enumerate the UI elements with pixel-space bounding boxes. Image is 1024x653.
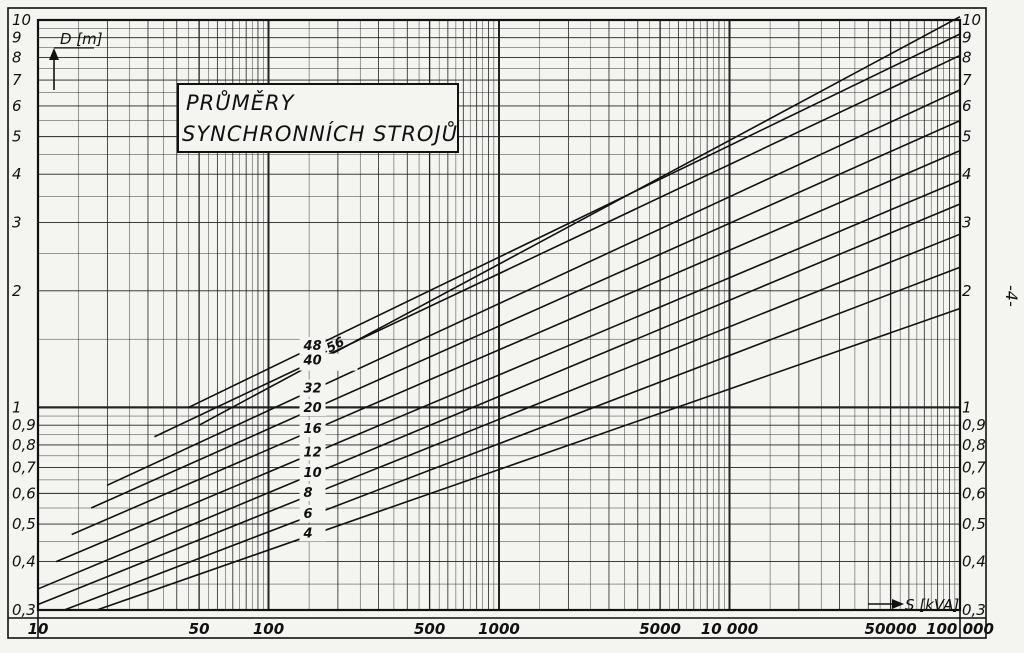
- curve-label: 32: [304, 382, 322, 397]
- curve-label: 10: [304, 466, 322, 481]
- x-tick-label: 50000: [865, 620, 917, 638]
- series-line-16: [71, 149, 961, 536]
- curve-label-mask: [299, 484, 326, 502]
- series-line-32: [107, 89, 961, 486]
- curve-label: 20: [304, 401, 322, 416]
- x-tick-label: 100 000: [926, 620, 994, 638]
- x-tick-label: 10 000: [701, 620, 758, 638]
- series-line-4: [96, 307, 961, 611]
- frame: [7, 7, 987, 639]
- curve-label-mask: [299, 524, 326, 542]
- y-tick-label-right: 6: [962, 97, 972, 115]
- x-tick-label: 500: [414, 620, 445, 638]
- curve-label-mask: [299, 443, 326, 461]
- y-tick-label-right: 9: [962, 29, 972, 47]
- curve-label: 4: [303, 527, 313, 542]
- y-axis-arrow-head: [49, 48, 59, 60]
- series-line-10: [37, 203, 961, 590]
- y-tick-label-right: 0,8: [962, 436, 986, 454]
- curve-label: 8: [304, 486, 313, 501]
- y-tick-label-right: 0,3: [962, 601, 986, 619]
- series-line-12: [55, 179, 961, 563]
- curve-label: 12: [304, 445, 322, 460]
- y-tick-label-right: 0,4: [962, 553, 986, 571]
- y-tick-label-right: 0,7: [962, 458, 986, 476]
- y-tick-label-right: 3: [962, 214, 972, 232]
- series-line-40: [154, 54, 961, 438]
- x-tick-label: 1000: [478, 620, 520, 638]
- labels: 10 109 98 87 76 65 54 43 32 21 10,9 0,90,8 0,80,7 0,7…: [12, 11, 994, 638]
- y-tick-label: 6: [12, 97, 22, 115]
- curve-label-mask: [299, 379, 326, 397]
- curve-label: 6: [304, 507, 313, 522]
- y-tick-label: 3: [12, 214, 22, 232]
- y-tick-label: 7: [12, 71, 22, 89]
- y-tick-label-right: 4: [962, 165, 972, 183]
- y-tick-label: 0,3: [12, 601, 36, 619]
- curve-label: 48: [303, 339, 322, 354]
- chart-title-box: PRŮMĚRY SYNCHRONNÍCH STROJŮ: [177, 83, 459, 153]
- y-tick-label: 0,8: [12, 436, 36, 454]
- y-tick-label: 1: [12, 398, 22, 416]
- curve-label-mask: [299, 398, 326, 416]
- y-tick-label-right: 0,5: [962, 515, 986, 533]
- x-axis-arrow-head: [892, 599, 904, 609]
- y-tick-label: 10: [12, 11, 31, 29]
- series-line-20: [90, 119, 961, 509]
- x-tick-label: 100: [253, 620, 284, 638]
- y-tick-label: 0,7: [12, 458, 36, 476]
- series-line-6: [63, 266, 961, 611]
- y-tick-label-right: 2: [962, 282, 972, 300]
- y-tick-label: 0,9: [12, 416, 36, 434]
- y-tick-label-right: 8: [962, 49, 972, 67]
- curve-label-mask: [299, 420, 326, 438]
- x-tick-label: 5000: [639, 620, 681, 638]
- series-line-8: [37, 233, 961, 606]
- curve-label-mask: [299, 504, 326, 522]
- curve-label-mask: [299, 351, 326, 369]
- y-axis-title: D [m]: [60, 30, 103, 48]
- y-tick-label: 9: [12, 29, 22, 47]
- page-number: -4-: [1002, 285, 1021, 307]
- y-tick-label-right: 0,9: [962, 416, 986, 434]
- y-tick-label: 5: [12, 128, 22, 146]
- major-grid: [37, 19, 961, 610]
- y-tick-label: 8: [12, 49, 22, 67]
- y-tick-label: 0,6: [12, 484, 36, 502]
- y-tick-label: 2: [12, 282, 22, 300]
- series-lines: [37, 15, 961, 611]
- curve-label: 16: [304, 422, 322, 437]
- x-tick-label: 50: [189, 620, 210, 638]
- y-tick-label-right: 1: [962, 398, 972, 416]
- y-tick-label-right: 7: [962, 71, 972, 89]
- x-axis-title: S [kVA]: [905, 596, 959, 614]
- curve-label-mask: [299, 336, 326, 354]
- y-tick-label: 0,4: [12, 553, 36, 571]
- x-tick-label: 10: [28, 620, 49, 638]
- y-tick-label: 0,5: [12, 515, 36, 533]
- outer-frame: [7, 7, 987, 639]
- plot-frame: [36, 18, 962, 612]
- y-tick-label: 4: [12, 165, 22, 183]
- y-tick-label-right: 5: [962, 128, 972, 146]
- y-tick-label-right: 10: [962, 11, 981, 29]
- chart-title-line-2: SYNCHRONNÍCH STROJŮ: [182, 120, 458, 146]
- curve-label-mask: [299, 464, 326, 482]
- curve-label: 40: [303, 353, 322, 368]
- y-tick-label-right: 0,6: [962, 484, 986, 502]
- chart-title-line-1: PRŮMĚRY: [186, 89, 296, 115]
